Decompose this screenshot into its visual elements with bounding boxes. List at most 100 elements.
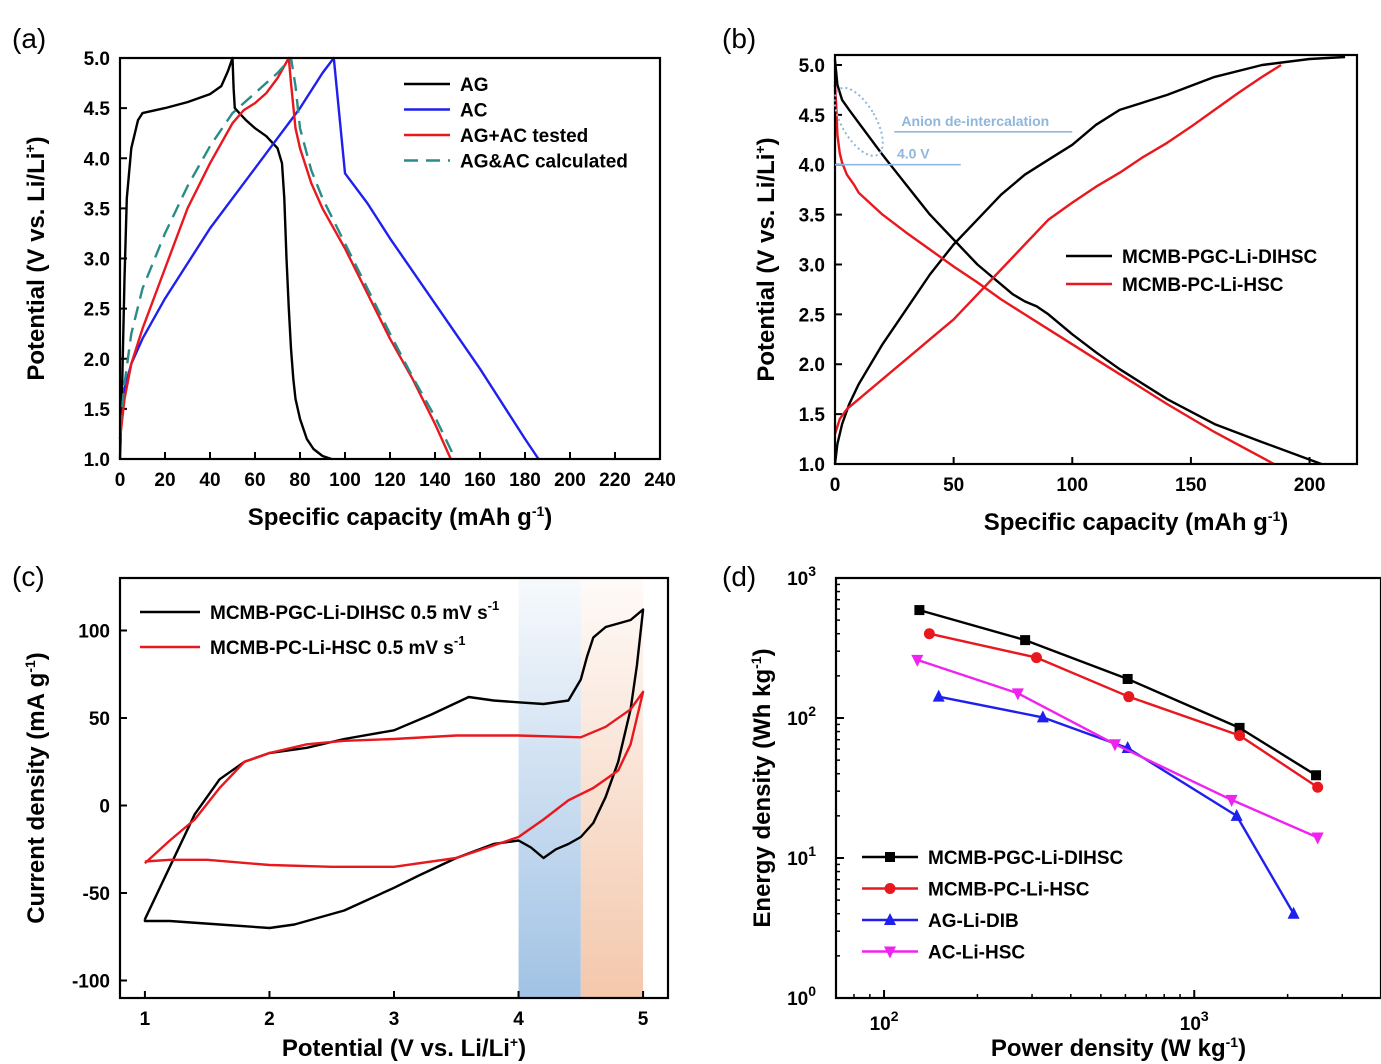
x-tick-label: 240 (644, 470, 676, 491)
tick-exp: 0 (808, 983, 816, 999)
y-tick-label: 4.5 (799, 106, 826, 127)
legend-label: MCMB-PC-Li-HSC 0.5 mV s-1 (210, 633, 465, 659)
x-axis-title: Specific capacity (mAh g-1) (984, 508, 1289, 536)
legend-label-sup: -1 (488, 598, 500, 613)
x-axis-title-tail: ) (1238, 1035, 1246, 1062)
legend-label-main: AG (460, 75, 489, 96)
legend-label-main: AC-Li-HSC (928, 943, 1025, 964)
legend-label-main: AG&AC calculated (460, 152, 628, 173)
tick-base: 10 (787, 849, 808, 870)
x-tick-label: 160 (464, 470, 496, 491)
x-tick-label: 40 (199, 470, 220, 491)
series-line-charge (833, 63, 1282, 435)
y-tick-label: 1.5 (799, 405, 826, 426)
series-mcmb-pgc-li-dihsc-0-5-mv-s (143, 608, 645, 930)
legend-label-main: MCMB-PC-Li-HSC (1122, 275, 1284, 296)
marker-square (1311, 770, 1322, 781)
series-ac (118, 56, 540, 460)
x-tick-label: 2 (264, 1009, 275, 1030)
x-tick-label: 200 (554, 470, 586, 491)
x-axis-title-main: Power density (W kg (991, 1035, 1226, 1062)
y-axis-title: Energy density (Wh kg-1) (748, 648, 776, 927)
y-axis-title-sup: + (752, 145, 768, 153)
legend: MCMB-PGC-Li-DIHSC MCMB-PC-Li-HSC AG-Li-DIB… (862, 848, 1124, 964)
y-axis-title-tail: ) (23, 136, 50, 144)
plot-frame (118, 56, 662, 461)
tick-base: 10 (870, 1014, 891, 1035)
series-mcmb-pc-li-hsc-0-5-mv-s (144, 690, 645, 868)
marker-triangle-up (1230, 808, 1243, 821)
plot-frame (118, 576, 670, 1000)
y-axis-title-tail: ) (23, 652, 50, 660)
x-tick-label: 103 (1180, 1008, 1209, 1035)
marker-triangle-down (1011, 688, 1024, 701)
x-tick-label: 80 (289, 470, 310, 491)
x-axis-title: Power density (W kg-1) (991, 1034, 1246, 1062)
legend-label: AG&AC calculated (460, 152, 628, 173)
series-line (118, 56, 540, 460)
y-tick-label: 4.0 (84, 149, 110, 170)
panel-label: (c) (12, 561, 45, 592)
legend-label-sup: -1 (454, 633, 466, 648)
marker-triangle-up (1036, 710, 1049, 723)
series-mcmb-pc-li-hsc (833, 63, 1282, 466)
x-tick-label: 102 (870, 1008, 899, 1035)
marker-triangle-up (932, 689, 945, 702)
series-line (143, 608, 645, 930)
marker-circle (1312, 781, 1324, 793)
y-axis-title-sup: + (22, 144, 38, 152)
legend-label-main: MCMB-PC-Li-HSC (928, 880, 1090, 901)
y-tick-label: 2.5 (84, 300, 111, 321)
y-tick-label: 100 (787, 983, 816, 1010)
y-axis-title: Current density (mA g-1) (22, 652, 50, 924)
panel-c: (c) 1 2 3 4 5 -100 -50 0 50 100 Potential (V vs. Li… (12, 561, 670, 1062)
y-axis-title-tail: ) (753, 137, 780, 145)
legend-label: MCMB-PGC-Li-DIHSC 0.5 mV s-1 (210, 598, 499, 624)
marker-square (1122, 673, 1133, 684)
marker-circle (1123, 691, 1135, 703)
series-line (118, 56, 332, 461)
y-tick-label: 3.0 (84, 250, 110, 271)
y-tick-label: 1.0 (84, 450, 110, 471)
marker-triangle-up (1287, 906, 1300, 919)
y-tick-label: 4.0 (799, 156, 825, 177)
series-line-charge (833, 55, 1346, 465)
x-tick-label: 50 (943, 475, 964, 496)
series-ag (118, 56, 332, 461)
x-axis-title-sup: -1 (1226, 1034, 1239, 1050)
panel-a: (a) 0 20 40 60 80 100 120 140 160 180 200 220 240 1.0 1… (12, 23, 676, 531)
legend-label-main: AC (460, 101, 488, 122)
y-tick-label: 3.5 (84, 199, 111, 220)
panel-label: (b) (722, 23, 756, 54)
marker-triangle-up (884, 913, 896, 925)
tick-exp: 2 (808, 703, 816, 719)
x-axis-title-sup: + (510, 1034, 518, 1050)
legend: MCMB-PGC-Li-DIHSC 0.5 mV s-1 MCMB-PC-Li-H… (140, 598, 499, 659)
x-tick-label: 100 (1056, 475, 1088, 496)
legend-label: MCMB-PGC-Li-DIHSC (1122, 247, 1318, 268)
y-tick-label: 3.5 (799, 206, 826, 227)
series-line-discharge (833, 59, 1322, 466)
y-tick-label: 1.0 (799, 455, 825, 476)
y-axis-title-sup: -1 (748, 656, 764, 669)
tick-exp: 3 (1201, 1008, 1209, 1024)
x-tick-label: 180 (509, 470, 541, 491)
tick-exp: 1 (808, 843, 816, 859)
panel-b: (b) 0 50 100 150 200 1.0 1.5 2.0 2.5 3.0 3.5 4.0 4.5 5… (722, 23, 1359, 536)
marker-circle (923, 628, 935, 640)
x-axis-title-tail: ) (518, 1035, 526, 1062)
y-tick-label: 103 (787, 563, 816, 590)
legend-label-main: MCMB-PGC-Li-DIHSC (928, 848, 1124, 869)
y-tick-label: 2.0 (799, 355, 825, 376)
x-axis-title-main: Potential (V vs. Li/Li (282, 1035, 510, 1062)
series-ag-li-dib (932, 689, 1300, 919)
marker-circle (1030, 652, 1042, 664)
y-tick-label: 0 (99, 797, 110, 818)
tick-exp: 3 (808, 563, 816, 579)
y-tick-label: 4.5 (84, 99, 111, 120)
x-tick-label: 140 (419, 470, 451, 491)
plot-frame (833, 53, 1359, 466)
y-axis-title-main: Potential (V vs. Li/Li (23, 153, 50, 381)
legend-label-main: AG-Li-DIB (928, 911, 1019, 932)
x-tick-label: 20 (154, 470, 175, 491)
